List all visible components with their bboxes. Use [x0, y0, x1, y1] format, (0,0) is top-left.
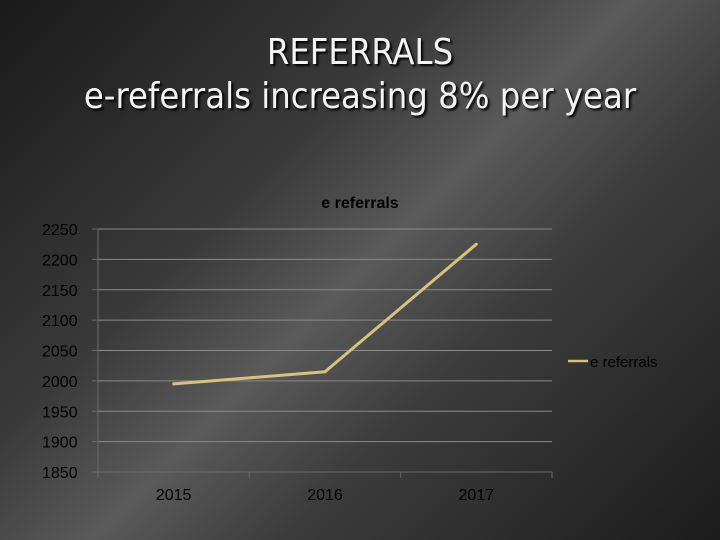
y-tick-label: 1850 [42, 465, 78, 482]
series [172, 242, 478, 386]
x-tick-label: 2016 [307, 487, 343, 504]
y-tick-label: 2250 [42, 222, 78, 239]
y-axis-ticks: 2250 2200 2150 2100 2050 2000 1950 1900 1850 [42, 222, 78, 482]
y-tick-label: 2150 [42, 283, 78, 300]
legend-label: e referrals [590, 354, 658, 371]
y-tick-label: 2100 [42, 313, 78, 330]
axes [97, 229, 553, 478]
slide-title: REFERRALS [266, 32, 454, 73]
chart-title: e referrals [321, 195, 398, 212]
x-axis-ticks: 2015 2016 2017 [156, 487, 494, 504]
data-point [323, 370, 327, 374]
data-point [172, 382, 176, 386]
legend: e referrals [568, 354, 658, 371]
grid [92, 228, 552, 473]
x-tick-label: 2017 [459, 487, 495, 504]
y-tick-label: 2000 [42, 374, 78, 391]
y-tick-label: 2050 [42, 344, 78, 361]
slide-subtitle: e-referrals increasing 8% per year [83, 76, 637, 117]
data-point [474, 242, 478, 246]
x-tick-label: 2015 [156, 487, 192, 504]
series-line [173, 243, 478, 386]
y-tick-label: 1900 [42, 435, 78, 452]
y-tick-label: 2200 [42, 252, 78, 269]
y-tick-label: 1950 [42, 404, 78, 421]
